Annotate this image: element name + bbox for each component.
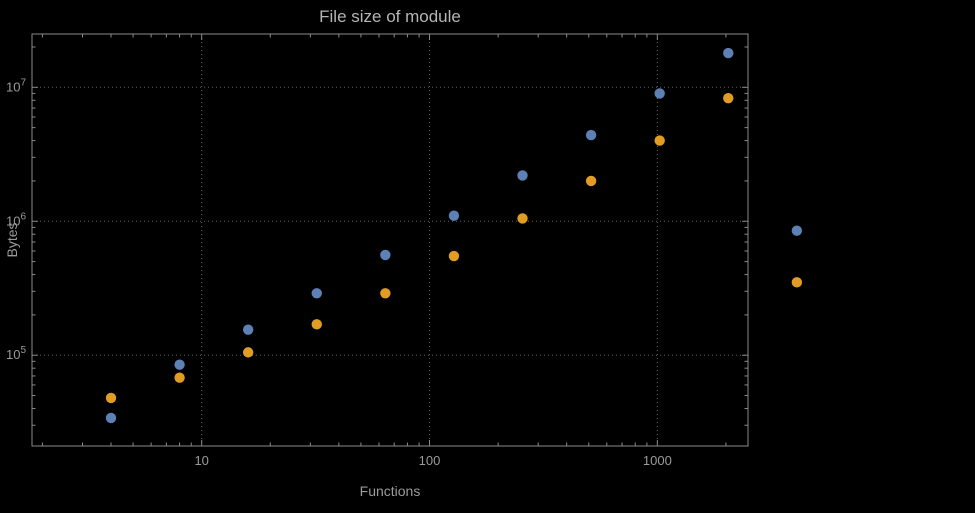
data-point-series-1 bbox=[105, 412, 117, 424]
data-point-series-1 bbox=[791, 225, 803, 236]
data-point-series-1 bbox=[723, 47, 734, 59]
data-point-series-1 bbox=[517, 170, 528, 181]
y-tick-label: 105 bbox=[6, 345, 26, 362]
data-point-series-2 bbox=[791, 277, 803, 288]
data-point-series-2 bbox=[311, 319, 322, 330]
y-tick-label: 107 bbox=[6, 77, 26, 94]
x-tick-label: 100 bbox=[419, 453, 441, 468]
data-point-series-2 bbox=[174, 372, 185, 383]
data-point-series-2 bbox=[105, 392, 117, 404]
x-tick-label: 10 bbox=[194, 453, 208, 468]
data-point-series-1 bbox=[242, 324, 254, 335]
data-point-series-1 bbox=[448, 210, 460, 221]
chart-title: File size of module bbox=[319, 7, 461, 26]
data-point-series-1 bbox=[654, 88, 665, 99]
data-point-series-1 bbox=[311, 288, 322, 299]
data-point-series-2 bbox=[585, 175, 597, 187]
data-point-series-2 bbox=[448, 250, 460, 262]
data-point-series-1 bbox=[380, 249, 391, 261]
x-axis-label: Functions bbox=[359, 483, 421, 499]
data-point-series-2 bbox=[723, 92, 734, 104]
data-point-series-2 bbox=[380, 288, 391, 299]
plot-frame bbox=[31, 33, 749, 447]
data-point-series-1 bbox=[174, 359, 185, 370]
data-point-series-1 bbox=[585, 129, 597, 141]
y-axis-label: Bytes bbox=[4, 222, 20, 258]
x-tick-label: 1000 bbox=[643, 453, 672, 468]
data-point-series-2 bbox=[242, 347, 254, 358]
data-point-series-2 bbox=[517, 213, 528, 224]
data-point-series-2 bbox=[654, 135, 665, 146]
